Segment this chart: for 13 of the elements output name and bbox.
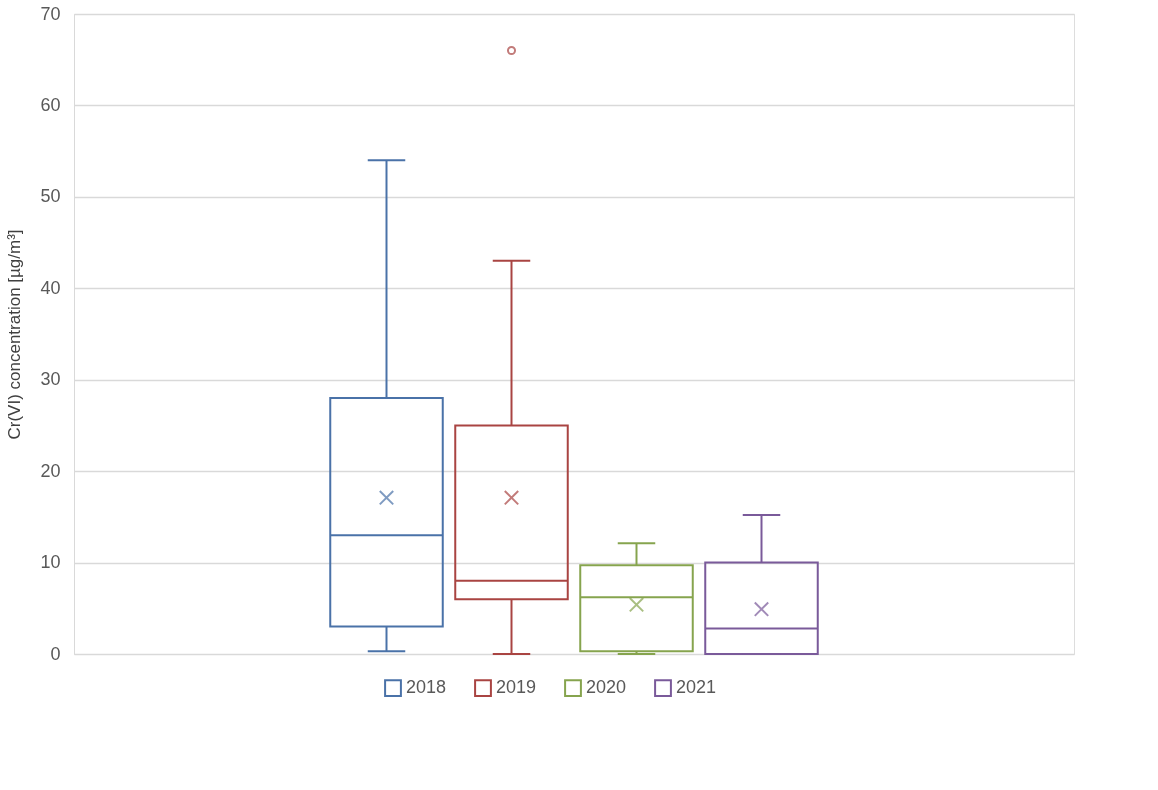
y-tick-label: 0 — [50, 643, 61, 664]
legend-label: 2021 — [676, 677, 717, 698]
y-tick-label: 40 — [40, 277, 61, 298]
y-tick-label: 60 — [40, 94, 61, 115]
y-tick-label: 30 — [40, 369, 61, 390]
y-tick-label: 70 — [40, 3, 61, 24]
y-tick-label: 10 — [40, 552, 61, 573]
y-axis-title: Cr(VI) concentration [µg/m³] — [5, 229, 25, 440]
y-tick-label: 50 — [40, 186, 61, 207]
legend-label: 2019 — [496, 677, 537, 698]
y-tick-label: 20 — [40, 460, 61, 481]
legend-label: 2020 — [586, 677, 627, 698]
legend-label: 2018 — [406, 677, 447, 698]
